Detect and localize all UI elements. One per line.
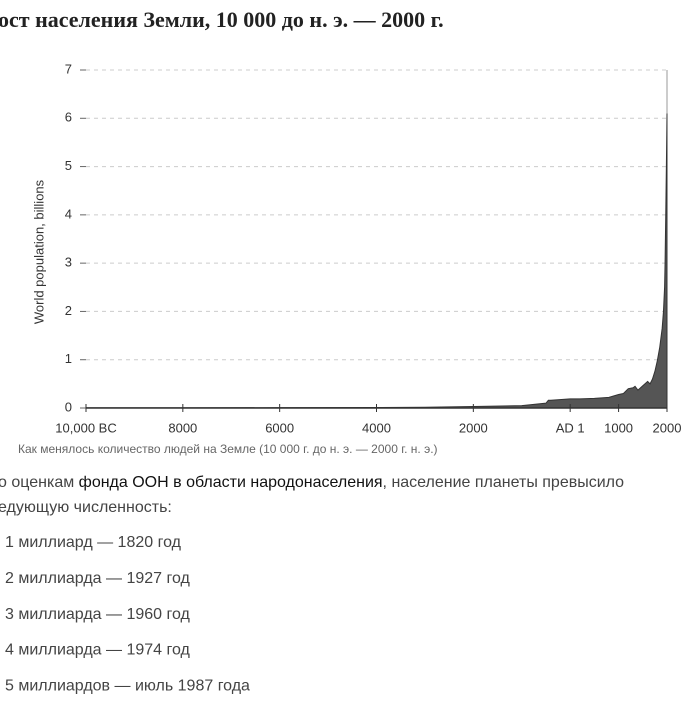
y-tick-label: 3	[65, 255, 72, 270]
x-tick-label: AD 1	[556, 420, 585, 435]
text: о оценкам	[0, 474, 79, 491]
x-tick-label: 4000	[362, 420, 391, 435]
y-tick-label: 6	[65, 110, 72, 125]
x-tick-label: 10,000 BC	[55, 420, 116, 435]
y-tick-label: 2	[65, 303, 72, 318]
link[interactable]: фонда ООН в области народонаселения	[79, 474, 383, 491]
area	[85, 113, 668, 409]
y-axis-label: World population, billions	[31, 179, 46, 324]
list-item: 2 миллиарда — 1927 год	[5, 570, 191, 587]
y-tick-label: 7	[65, 61, 72, 76]
list-item: 4 миллиарда — 1974 год	[5, 642, 191, 659]
y-tick-label: 0	[65, 399, 72, 414]
x-tick-label: 8000	[168, 420, 197, 435]
x-tick-label: 2000	[459, 420, 488, 435]
paragraph: о оценкам фонда ООН в области народонасе…	[0, 474, 624, 491]
x-tick-label: 1000	[604, 420, 633, 435]
title: ост населения Земли, 10 000 до н. э. — 2…	[0, 7, 444, 32]
y-tick-label: 5	[65, 158, 72, 173]
caption: Как менялось количество людей на Земле (…	[18, 442, 438, 456]
list-item: 1 миллиард — 1820 год	[5, 534, 182, 551]
paragraph-line: едующую численность:	[0, 499, 172, 516]
x-tick-label: 2000	[653, 420, 682, 435]
list-item: 3 миллиарда — 1960 год	[5, 606, 191, 623]
y-tick-label: 1	[65, 351, 72, 366]
y-tick-label: 4	[65, 206, 72, 221]
x-tick-label: 6000	[265, 420, 294, 435]
text: , население планеты превысило	[383, 474, 625, 491]
list-item: 5 миллиардов — июль 1987 года	[5, 677, 250, 694]
